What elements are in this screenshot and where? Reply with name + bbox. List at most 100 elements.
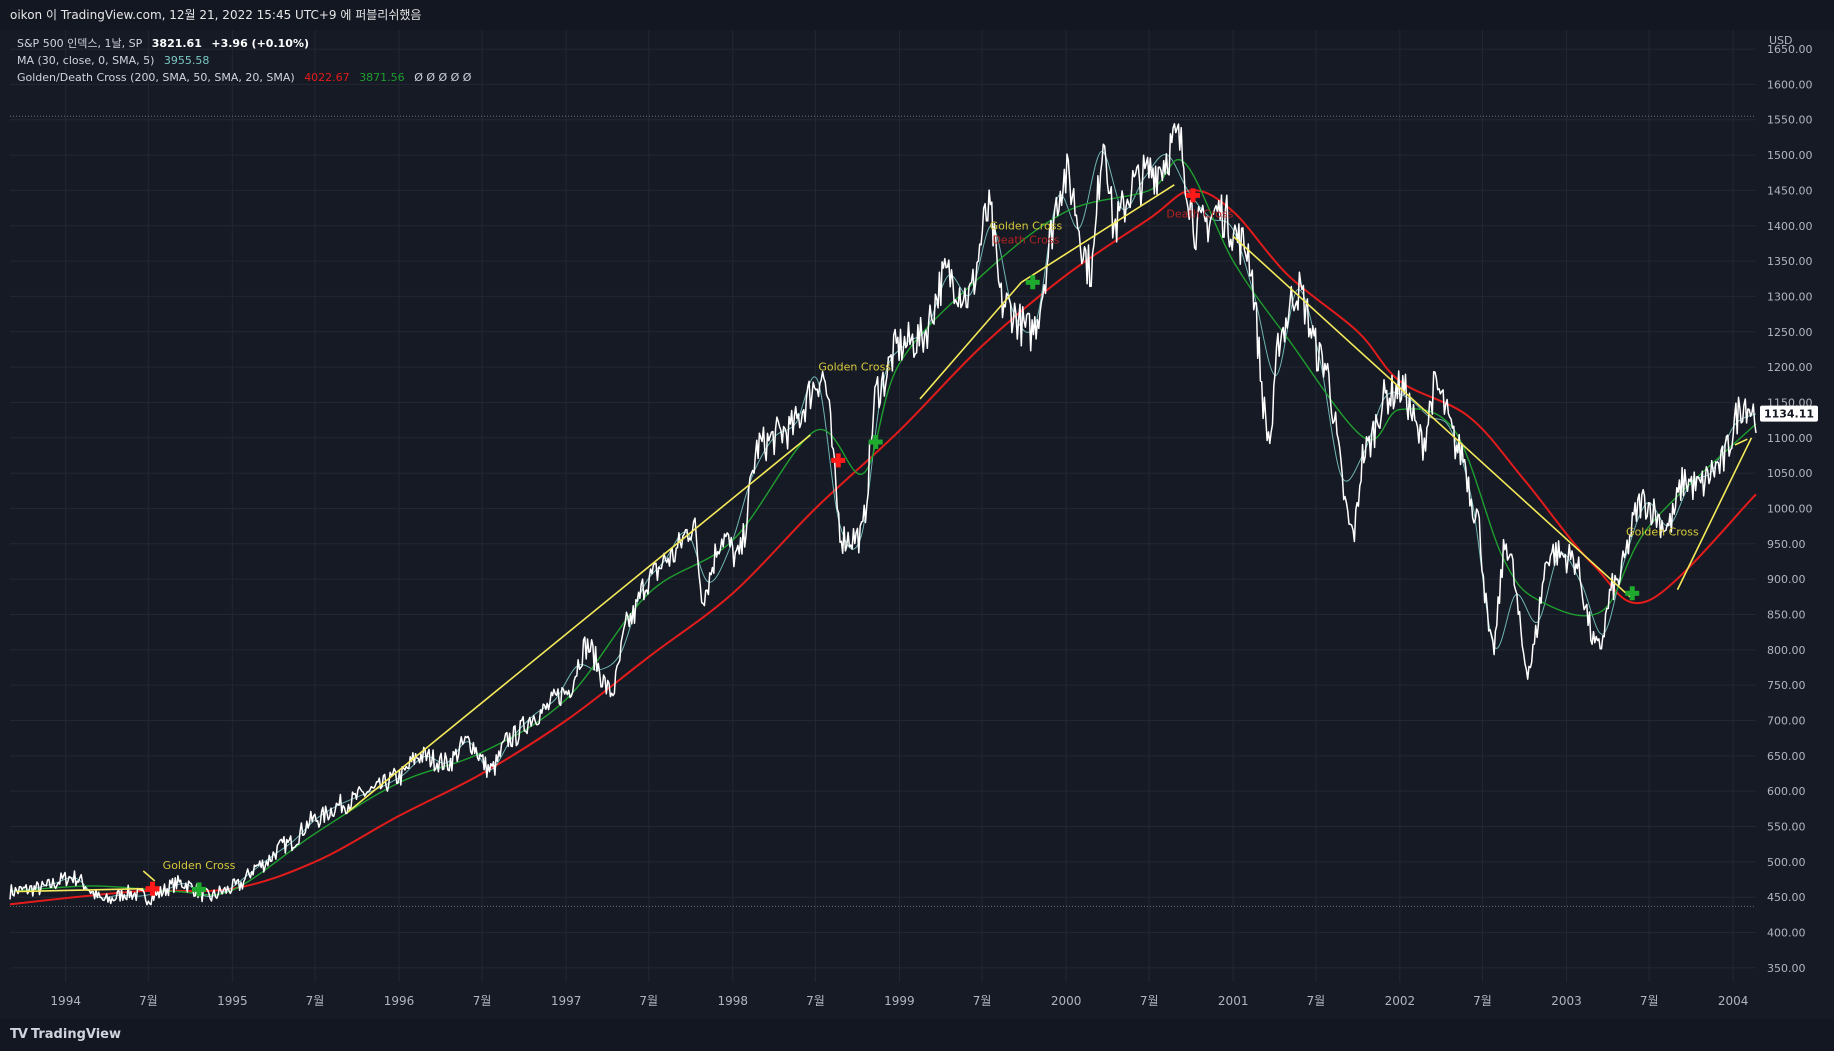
trendline: [16, 887, 144, 893]
cross-bar-v: [1190, 188, 1196, 203]
x-tick-label: 7월: [1140, 994, 1159, 1008]
death-cross-label: Death Cross: [1166, 207, 1233, 220]
y-tick-label: 1550.00: [1767, 114, 1813, 127]
y-tick-label: 900.00: [1767, 573, 1806, 586]
golden-cross-label: Golden Cross: [990, 219, 1063, 232]
x-tick-label: 2000: [1051, 994, 1082, 1008]
golden-cross-marker: [1025, 275, 1040, 290]
x-tick-label: 7월: [473, 994, 492, 1008]
y-tick-label: 800.00: [1767, 644, 1806, 657]
y-tick-label: 350.00: [1767, 962, 1806, 975]
golden-cross-marker: [868, 435, 883, 450]
x-tick-label: 7월: [306, 994, 325, 1008]
y-tick-label: 700.00: [1767, 714, 1806, 727]
y-tick-label: 1350.00: [1767, 255, 1813, 268]
ma-value: 3955.58: [163, 54, 210, 67]
legend-symbol-row[interactable]: S&P 500 인덱스, 1날, SP 3821.61 +3.96 (+0.10…: [17, 35, 471, 52]
trendlines-layer: [16, 184, 1753, 893]
y-tick-label: 500.00: [1767, 856, 1806, 869]
price-line: [9, 123, 1757, 906]
cross-markers-layer: [145, 188, 1640, 897]
y-tick-label: 1600.00: [1767, 78, 1813, 91]
y-tick-label: 1450.00: [1767, 184, 1813, 197]
cross-bar-v: [873, 435, 879, 450]
x-tick-label: 7월: [973, 994, 992, 1008]
trendline: [1734, 438, 1748, 446]
sma50-line: [9, 159, 1757, 896]
x-tick-label: 1997: [551, 994, 582, 1008]
legend-ma-row[interactable]: MA (30, close, 0, SMA, 5) 3955.58: [17, 52, 471, 69]
y-tick-label: 1100.00: [1767, 432, 1813, 445]
gdc-value-fast: 3871.56: [359, 71, 405, 84]
tradingview-logo-icon: 𝗧𝗩: [10, 1027, 28, 1042]
y-tick-label: 600.00: [1767, 785, 1806, 798]
golden-cross-label: Golden Cross: [818, 361, 891, 374]
y-tick-label: 650.00: [1767, 750, 1806, 763]
y-tick-label: 1300.00: [1767, 290, 1813, 303]
y-tick-label: 850.00: [1767, 608, 1806, 621]
y-tick-label: 1050.00: [1767, 467, 1813, 480]
cross-bar-v: [835, 453, 841, 468]
last-price-badge-bg: [1760, 405, 1818, 422]
legend-gdc-row[interactable]: Golden/Death Cross (200, SMA, 50, SMA, 2…: [17, 69, 471, 86]
cross-bar-v: [196, 882, 202, 897]
death-cross-marker: [831, 453, 846, 468]
x-tick-label: 7월: [1640, 994, 1659, 1008]
golden-cross-label: Golden Cross: [1626, 525, 1699, 538]
chart-legend: S&P 500 인덱스, 1날, SP 3821.61 +3.96 (+0.10…: [17, 35, 471, 86]
trendline: [346, 434, 811, 813]
trendline: [1232, 235, 1631, 598]
x-tick-label: 1998: [718, 994, 749, 1008]
chart-frame[interactable]: Golden Cross Golden Cross Golden Cross Deat…: [0, 30, 1834, 1019]
trendline: [919, 281, 1022, 400]
y-tick-label: 1650.00: [1767, 43, 1813, 56]
ma-label: MA (30, close, 0, SMA, 5): [17, 54, 155, 67]
death-cross-marker: [1186, 188, 1201, 203]
x-tick-label: 2002: [1385, 994, 1416, 1008]
symbol-title: S&P 500 인덱스, 1날, SP: [17, 37, 143, 50]
golden-cross-marker: [1625, 586, 1640, 601]
x-tick-label: 7월: [806, 994, 825, 1008]
golden-cross-marker: [192, 882, 207, 897]
y-tick-label: 450.00: [1767, 891, 1806, 904]
price-change: +3.96 (+0.10%): [211, 37, 309, 50]
x-tick-label: 1999: [884, 994, 915, 1008]
last-price: 3821.61: [151, 37, 202, 50]
x-tick-label: 1994: [50, 994, 81, 1008]
x-tick-label: 2001: [1218, 994, 1249, 1008]
series-layer: [9, 123, 1757, 906]
cross-bar-v: [1030, 275, 1036, 290]
x-tick-label: 1996: [384, 994, 415, 1008]
x-tick-label: 7월: [639, 994, 658, 1008]
cross-bar-v: [1629, 586, 1635, 601]
last-price-badge: 1134.11: [1760, 405, 1818, 422]
y-tick-label: 1400.00: [1767, 220, 1813, 233]
x-tick-label: 2003: [1551, 994, 1582, 1008]
trendline: [1020, 184, 1175, 283]
x-tick-label: 7월: [1307, 994, 1326, 1008]
gdc-label: Golden/Death Cross (200, SMA, 50, SMA, 2…: [17, 71, 295, 84]
y-tick-label: 1200.00: [1767, 361, 1813, 374]
x-tick-label: 7월: [1473, 994, 1492, 1008]
x-tick-label: 2004: [1718, 994, 1749, 1008]
ma30-line: [9, 151, 1757, 899]
y-tick-label: 1500.00: [1767, 149, 1813, 162]
y-tick-label: 750.00: [1767, 679, 1806, 692]
x-tick-label: 7월: [139, 994, 158, 1008]
tradingview-logo[interactable]: 𝗧𝗩 TradingView: [10, 1027, 121, 1042]
time-axis: 1994 7월 1995 7월 1996 7월 1997 7월 1998 7월 1999 7월 2000…: [50, 994, 1748, 1008]
brand-name: TradingView: [30, 1027, 121, 1042]
cross-bar-v: [149, 881, 155, 896]
gdc-value-slow: 4022.67: [304, 71, 350, 84]
death-cross-label: Death Cross: [992, 233, 1059, 246]
y-tick-label: 1000.00: [1767, 502, 1813, 515]
y-tick-label: 950.00: [1767, 538, 1806, 551]
grid-lines: [10, 30, 1756, 982]
trendline: [1676, 437, 1753, 591]
y-tick-label: 550.00: [1767, 821, 1806, 834]
last-price-badge-text: 1134.11: [1764, 408, 1814, 421]
publish-text: oikon 이 TradingView.com, 12월 21, 2022 15…: [10, 8, 422, 22]
horizontal-ray-lines: [10, 115, 1756, 907]
